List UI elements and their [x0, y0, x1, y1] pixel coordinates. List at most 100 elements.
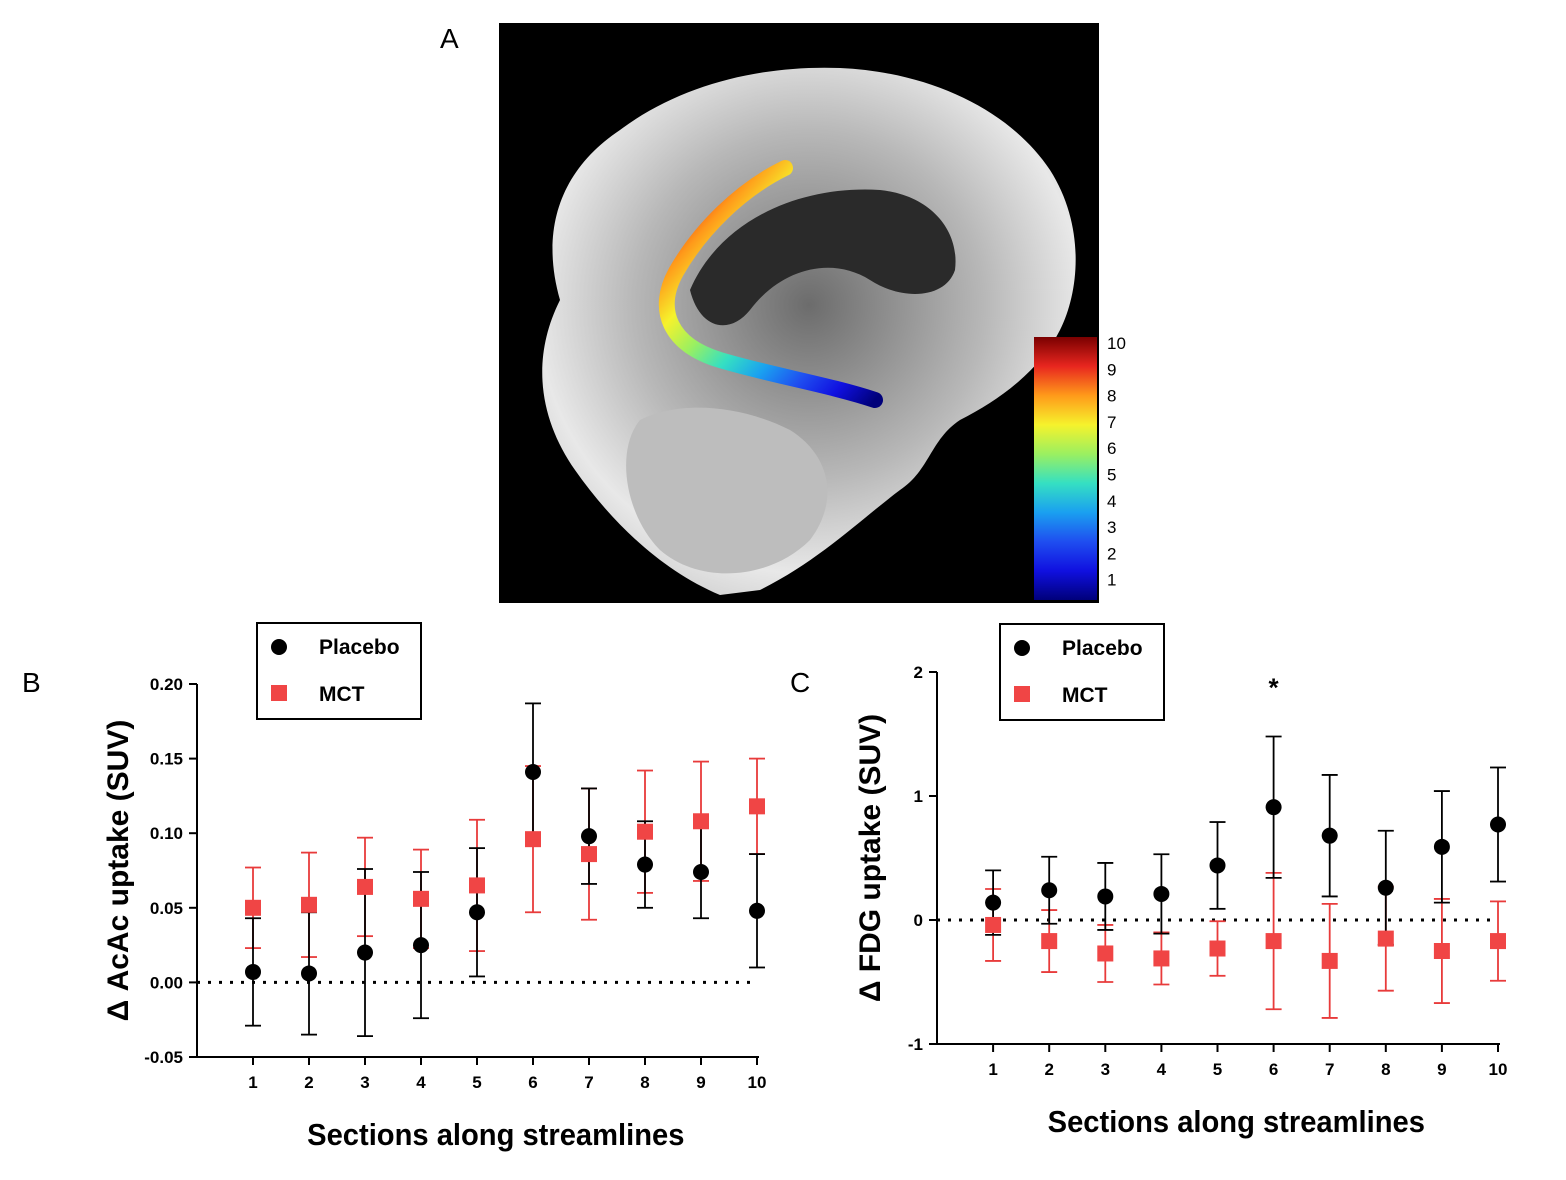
x-tick-label: 9 — [696, 1073, 705, 1092]
x-tick-label: 5 — [1213, 1060, 1222, 1079]
x-tick-label: 6 — [528, 1073, 537, 1092]
data-point-mct — [581, 846, 597, 863]
data-point-placebo — [357, 944, 373, 961]
data-point-mct — [1041, 933, 1058, 950]
colorbar-gradient — [1034, 337, 1097, 600]
colorbar: 10 9 8 7 6 5 4 3 2 1 — [1034, 334, 1126, 600]
data-point-mct — [301, 896, 317, 913]
data-point-placebo — [1377, 879, 1394, 896]
data-point-mct — [413, 890, 429, 907]
data-point-placebo — [525, 764, 541, 781]
y-tick-label: 0.05 — [150, 899, 183, 918]
data-point-placebo — [1153, 885, 1170, 902]
legend-marker-mct — [1014, 686, 1030, 702]
colorbar-tick-label: 2 — [1107, 544, 1116, 563]
colorbar-ticks: 10 9 8 7 6 5 4 3 2 1 — [1107, 334, 1126, 590]
chart-fdg: -1 0 1 2 1 2 3 4 5 6 7 8 9 10 Sections along streamlin… — [854, 623, 1508, 1139]
brain-ventricle — [690, 189, 956, 326]
legend-marker-placebo — [1014, 640, 1030, 656]
data-point-placebo — [301, 965, 317, 982]
x-tick-label: 7 — [1325, 1060, 1334, 1079]
data-point-mct — [985, 916, 1002, 933]
y-axis-title: Δ FDG uptake (SUV) — [854, 714, 887, 1002]
x-tick-label: 7 — [584, 1073, 593, 1092]
data-point-mct — [245, 899, 261, 916]
data-point-mct — [1377, 930, 1394, 947]
x-tick-label: 2 — [304, 1073, 313, 1092]
legend-label-placebo: Placebo — [319, 636, 400, 659]
data-point-placebo — [581, 828, 597, 845]
data-point-placebo — [1209, 857, 1226, 874]
panel-label-b: B — [22, 667, 41, 698]
data-point-placebo — [1490, 816, 1506, 833]
data-point-mct — [637, 823, 653, 840]
y-tick-label: 0.20 — [150, 675, 183, 694]
x-tick-label: 4 — [1157, 1060, 1167, 1079]
colorbar-tick-label: 1 — [1107, 571, 1116, 590]
data-point-placebo — [1321, 827, 1338, 844]
legend-box — [256, 622, 422, 720]
data-point-mct — [1265, 933, 1282, 950]
data-point-mct — [357, 878, 373, 895]
data-point-mct — [1490, 933, 1506, 950]
x-tick-label: 3 — [1101, 1060, 1110, 1079]
x-tick-label: 3 — [360, 1073, 369, 1092]
data-point-placebo — [1041, 882, 1058, 899]
legend-label-mct: MCT — [319, 683, 365, 706]
legend-marker-mct — [271, 685, 287, 701]
data-point-placebo — [1433, 838, 1450, 855]
x-tick-label: 6 — [1269, 1060, 1278, 1079]
data-point-mct — [469, 877, 485, 894]
data-point-mct — [1321, 952, 1338, 969]
y-tick-label: 0.10 — [150, 824, 183, 843]
y-tick-label: 0.15 — [150, 750, 183, 769]
data-point-mct — [525, 831, 541, 848]
colorbar-tick-label: 9 — [1107, 360, 1116, 379]
legend-label-mct: MCT — [1062, 684, 1108, 707]
x-tick-label: 4 — [416, 1073, 426, 1092]
tract-streamlines — [658, 160, 883, 408]
y-tick-label: 0 — [914, 911, 923, 930]
colorbar-tick-label: 6 — [1107, 439, 1116, 458]
x-tick-label: 2 — [1044, 1060, 1053, 1079]
legend-label-placebo: Placebo — [1062, 637, 1143, 660]
colorbar-tick-label: 10 — [1107, 334, 1126, 353]
x-tick-label: 1 — [248, 1073, 257, 1092]
data-point-placebo — [637, 856, 653, 873]
panel-label-a: A — [440, 23, 459, 54]
brain-cerebellum — [626, 407, 828, 574]
y-axis-title: Δ AcAc uptake (SUV) — [102, 720, 135, 1022]
x-tick-label: 9 — [1437, 1060, 1446, 1079]
data-point-placebo — [693, 863, 709, 880]
data-point-placebo — [1265, 799, 1282, 816]
colorbar-tick-label: 8 — [1107, 387, 1116, 406]
chart-acac: -0.05 0.00 0.05 0.10 0.15 0.20 1 2 3 4 5 6 7 8 9 10 Sect… — [102, 622, 767, 1152]
legend: Placebo MCT — [256, 622, 422, 720]
x-axis-title: Sections along streamlines — [307, 1118, 684, 1152]
data-point-placebo — [413, 937, 429, 954]
y-tick-label: 2 — [914, 663, 923, 682]
y-tick-label: 0.00 — [150, 973, 183, 992]
x-axis-title: Sections along streamlines — [1048, 1105, 1425, 1139]
significance-marker: * — [1269, 672, 1280, 702]
data-point-mct — [1153, 950, 1170, 967]
colorbar-tick-label: 4 — [1107, 492, 1116, 511]
panel-label-c: C — [790, 667, 810, 698]
data-point-mct — [1209, 940, 1226, 957]
data-point-mct — [749, 798, 765, 815]
data-point-mct — [1433, 943, 1450, 959]
x-tick-label: 5 — [472, 1073, 481, 1092]
legend-box — [999, 623, 1165, 721]
x-tick-label: 8 — [640, 1073, 649, 1092]
x-tick-label: 10 — [748, 1073, 767, 1092]
y-tick-label: -1 — [908, 1035, 923, 1054]
x-tick-label: 10 — [1489, 1060, 1508, 1079]
data-point-mct — [1097, 945, 1114, 962]
data-point-placebo — [245, 963, 261, 980]
data-point-placebo — [1097, 888, 1114, 905]
colorbar-tick-label: 3 — [1107, 518, 1116, 537]
y-tick-label: 1 — [914, 787, 923, 806]
x-tick-label: 8 — [1381, 1060, 1390, 1079]
colorbar-tick-label: 5 — [1107, 466, 1116, 485]
